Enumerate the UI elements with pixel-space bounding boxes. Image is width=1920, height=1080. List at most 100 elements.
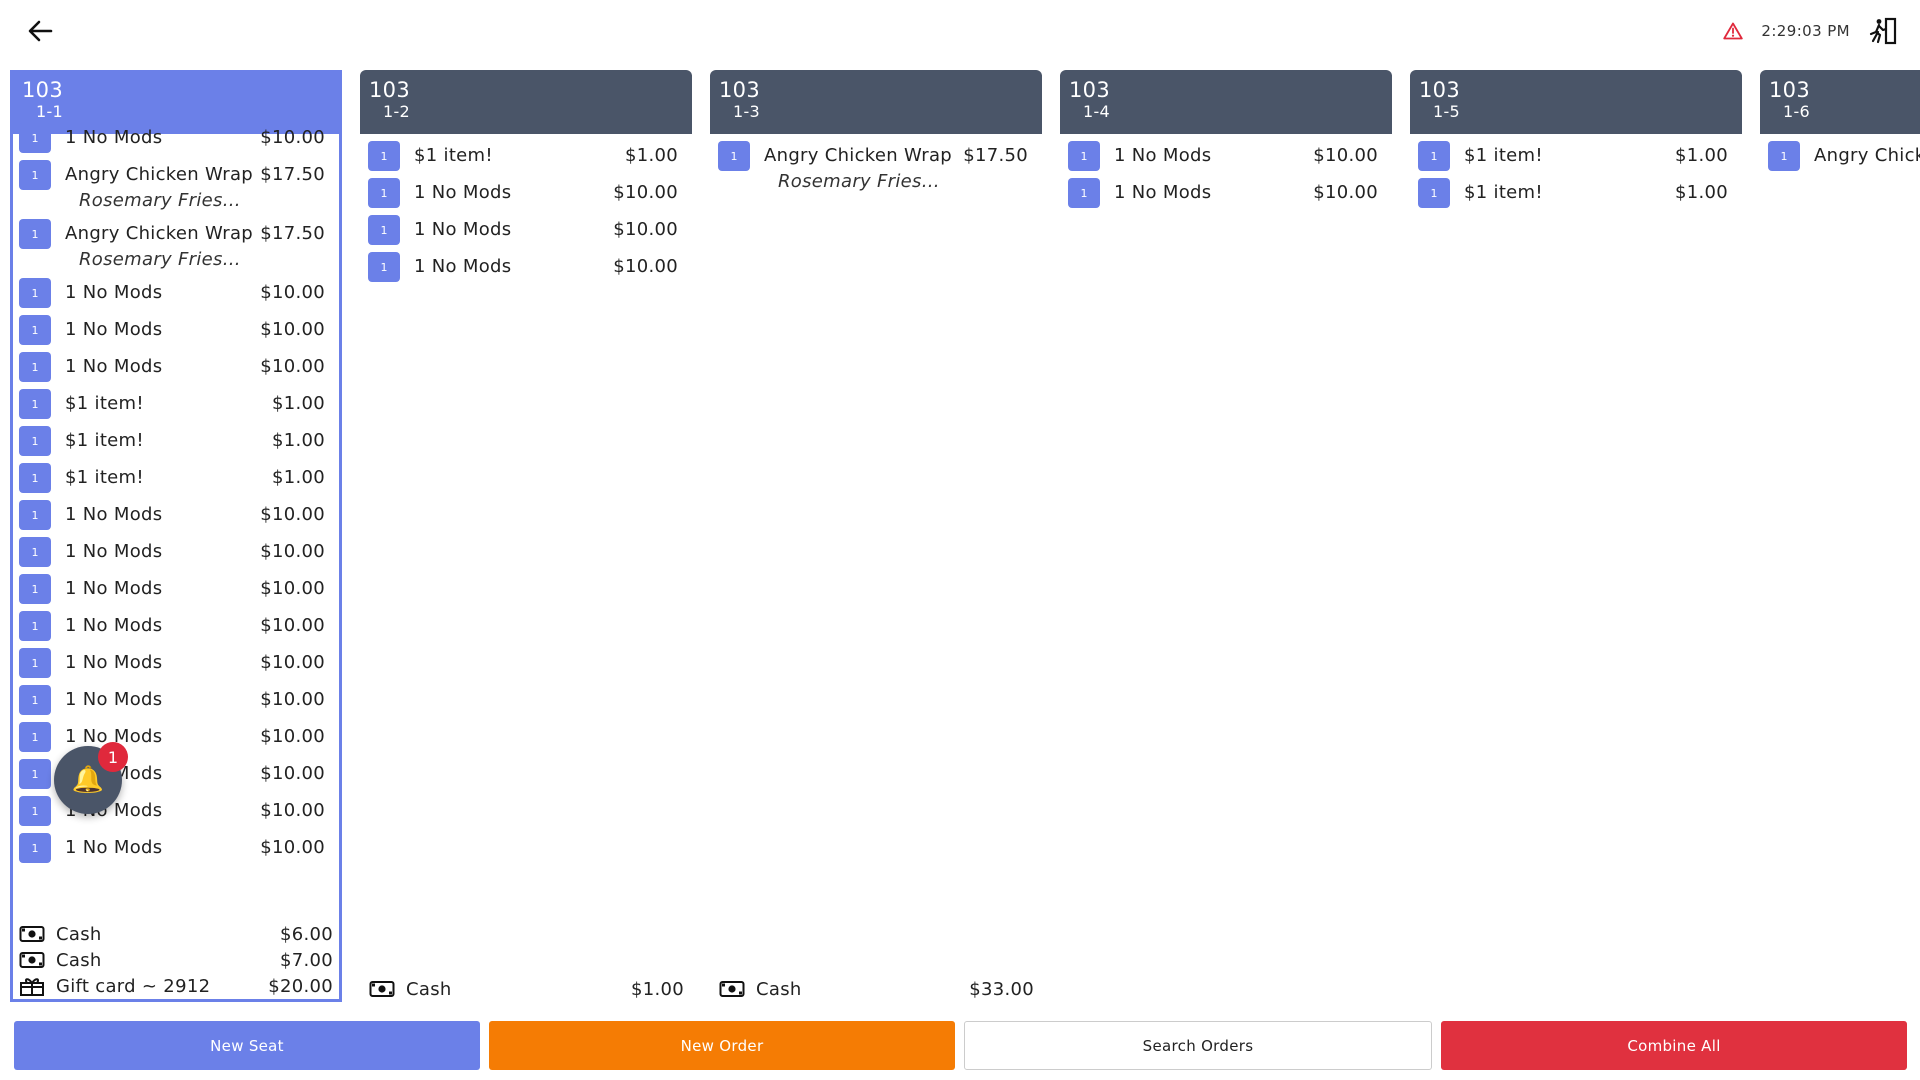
item-name: 1 No Mods (65, 356, 163, 377)
item-name: $1 item! (1464, 145, 1543, 166)
order-item[interactable]: 1 $1 item! $1.00 (13, 419, 339, 456)
arrow-left-icon (28, 20, 53, 42)
order-item[interactable]: 1 Angry Chicken Wrap (1760, 134, 1920, 171)
order-item[interactable]: 1 1 No Mods $10.00 (13, 271, 339, 308)
payment-row[interactable]: Cash $33.00 (718, 976, 1034, 1002)
seat-items-list[interactable]: 1 1 No Mods $10.00 1 1 No Mods $10.00 (1060, 134, 1392, 998)
seat-header[interactable]: 103 1-5 (1410, 70, 1742, 134)
order-item[interactable]: 1 Angry Chicken Wrap Rosemary Fries... $17.… (13, 153, 339, 212)
seat-number: 1-6 (1783, 102, 1811, 121)
item-price: $10.00 (260, 800, 325, 821)
order-item[interactable]: 1 1 No Mods $10.00 (1060, 171, 1392, 208)
order-item[interactable]: 1 $1 item! $1.00 (360, 134, 692, 171)
quantity-badge: 1 (19, 160, 51, 190)
payment-amount: $33.00 (969, 978, 1034, 1000)
order-item[interactable]: 1 1 No Mods $10.00 (13, 604, 339, 641)
seat-items-list[interactable]: 1 Angry Chicken Wrap (1760, 134, 1920, 998)
order-item[interactable]: 1 1 No Mods $10.00 (13, 715, 339, 752)
quantity-badge: 1 (19, 278, 51, 308)
seat-header[interactable]: 103 1-3 (710, 70, 1042, 134)
payment-row[interactable]: Cash $6.00 (18, 921, 333, 947)
quantity-badge: 1 (1768, 141, 1800, 171)
item-price: $10.00 (260, 689, 325, 710)
item-text: 1 No Mods (51, 685, 260, 715)
payments-list: Cash $33.00 (710, 976, 1042, 1002)
quantity-badge: 1 (368, 178, 400, 208)
item-name: 1 No Mods (1114, 145, 1212, 166)
back-button[interactable] (18, 12, 62, 50)
item-name: 1 No Mods (65, 689, 163, 710)
item-price: $1.00 (624, 145, 678, 166)
quantity-badge: 1 (19, 463, 51, 493)
seat-number: 1-5 (1433, 102, 1461, 121)
order-item[interactable]: 1 $1 item! $1.00 (13, 456, 339, 493)
order-item[interactable]: 1 1 No Mods $10.00 (13, 678, 339, 715)
payment-amount: $20.00 (268, 975, 333, 997)
order-item[interactable]: 1 1 No Mods $10.00 (360, 171, 692, 208)
gift-card-icon (18, 976, 46, 996)
quantity-badge: 1 (1068, 178, 1100, 208)
order-item[interactable]: 1 $1 item! $1.00 (1410, 134, 1742, 171)
order-item[interactable]: 1 1 No Mods $10.00 (13, 308, 339, 345)
order-item[interactable]: 1 1 No Mods $10.00 (13, 116, 339, 153)
quantity-badge: 1 (19, 759, 51, 789)
order-item[interactable]: 1 $1 item! $1.00 (1410, 171, 1742, 208)
quantity-badge: 1 (368, 141, 400, 171)
item-price: $10.00 (1313, 145, 1378, 166)
exit-button[interactable] (1868, 16, 1898, 46)
order-item[interactable]: 1 $1 item! $1.00 (13, 382, 339, 419)
seat-header[interactable]: 103 1-4 (1060, 70, 1392, 134)
notification-bell-button[interactable]: 🔔 1 (54, 742, 128, 814)
order-item[interactable]: 1 Angry Chicken Wrap Rosemary Fries... $17.… (710, 134, 1042, 193)
item-price: $1.00 (271, 430, 325, 451)
payment-row[interactable]: Gift card ~ 2912 $20.00 (18, 973, 333, 999)
warning-icon[interactable] (1723, 22, 1744, 40)
order-item[interactable]: 1 1 No Mods $10.00 (360, 245, 692, 282)
order-item[interactable]: 1 1 No Mods $10.00 (360, 208, 692, 245)
order-item[interactable]: 1 1 No Mods $10.00 (13, 567, 339, 604)
quantity-badge: 1 (19, 722, 51, 752)
seat-items-list[interactable]: 1 $1 item! $1.00 1 1 No Mods $10.00 1 1 No Mods… (360, 134, 692, 972)
seat-header[interactable]: 103 1-6 (1760, 70, 1920, 134)
order-item[interactable]: 1 1 No Mods $10.00 (13, 641, 339, 678)
item-modifier: Rosemary Fries... (79, 249, 241, 270)
payment-label: Cash (406, 978, 452, 1000)
item-text: Angry Chicken Wrap Rosemary Fries... (750, 141, 963, 193)
table-number: 103 (22, 78, 63, 102)
quantity-badge: 1 (368, 215, 400, 245)
order-item[interactable]: 1 1 No Mods $10.00 (13, 530, 339, 567)
item-text: $1 item! (1450, 141, 1675, 171)
order-item[interactable]: 1 Angry Chicken Wrap Rosemary Fries... $17.… (13, 212, 339, 271)
quantity-badge: 1 (19, 426, 51, 456)
action-bar: New Seat New Order Search Orders Combine… (14, 1021, 1907, 1070)
item-price: $10.00 (260, 615, 325, 636)
order-item[interactable]: 1 1 No Mods $10.00 (13, 826, 339, 863)
item-name: 1 No Mods (65, 837, 163, 858)
order-item[interactable]: 1 1 No Mods $10.00 (13, 345, 339, 382)
quantity-badge: 1 (19, 537, 51, 567)
new-seat-button[interactable]: New Seat (14, 1021, 480, 1070)
seat-items-list[interactable]: 1 $1 item! $1.00 1 $1 item! $1.00 (1410, 134, 1742, 998)
quantity-badge: 1 (718, 141, 750, 171)
seat-items-list[interactable]: 1 Angry Chicken Wrap Rosemary Fries... $17.… (710, 134, 1042, 972)
payment-row[interactable]: Cash $1.00 (368, 976, 684, 1002)
item-name: 1 No Mods (65, 541, 163, 562)
seat-header[interactable]: 103 1-2 (360, 70, 692, 134)
payment-label: Gift card ~ 2912 (56, 975, 211, 997)
payment-row[interactable]: Cash $7.00 (18, 947, 333, 973)
item-text: 1 No Mods (51, 611, 260, 641)
new-order-button[interactable]: New Order (489, 1021, 955, 1070)
seat-number: 1-2 (383, 102, 411, 121)
payment-label: Cash (56, 923, 102, 945)
combine-all-button[interactable]: Combine All (1441, 1021, 1907, 1070)
seat-header[interactable]: 103 1-1 (10, 70, 342, 134)
item-text: 1 No Mods (51, 833, 260, 863)
order-item[interactable]: 1 1 No Mods $10.00 (13, 493, 339, 530)
item-text: 1 No Mods (1100, 141, 1313, 171)
order-item[interactable]: 1 1 No Mods $10.00 (1060, 134, 1392, 171)
search-orders-button[interactable]: Search Orders (964, 1021, 1432, 1070)
payments-list: Cash $6.00 Cash $7.00 Gift card ~ 2912 $20.00 (13, 921, 339, 999)
payment-amount: $1.00 (630, 978, 684, 1000)
